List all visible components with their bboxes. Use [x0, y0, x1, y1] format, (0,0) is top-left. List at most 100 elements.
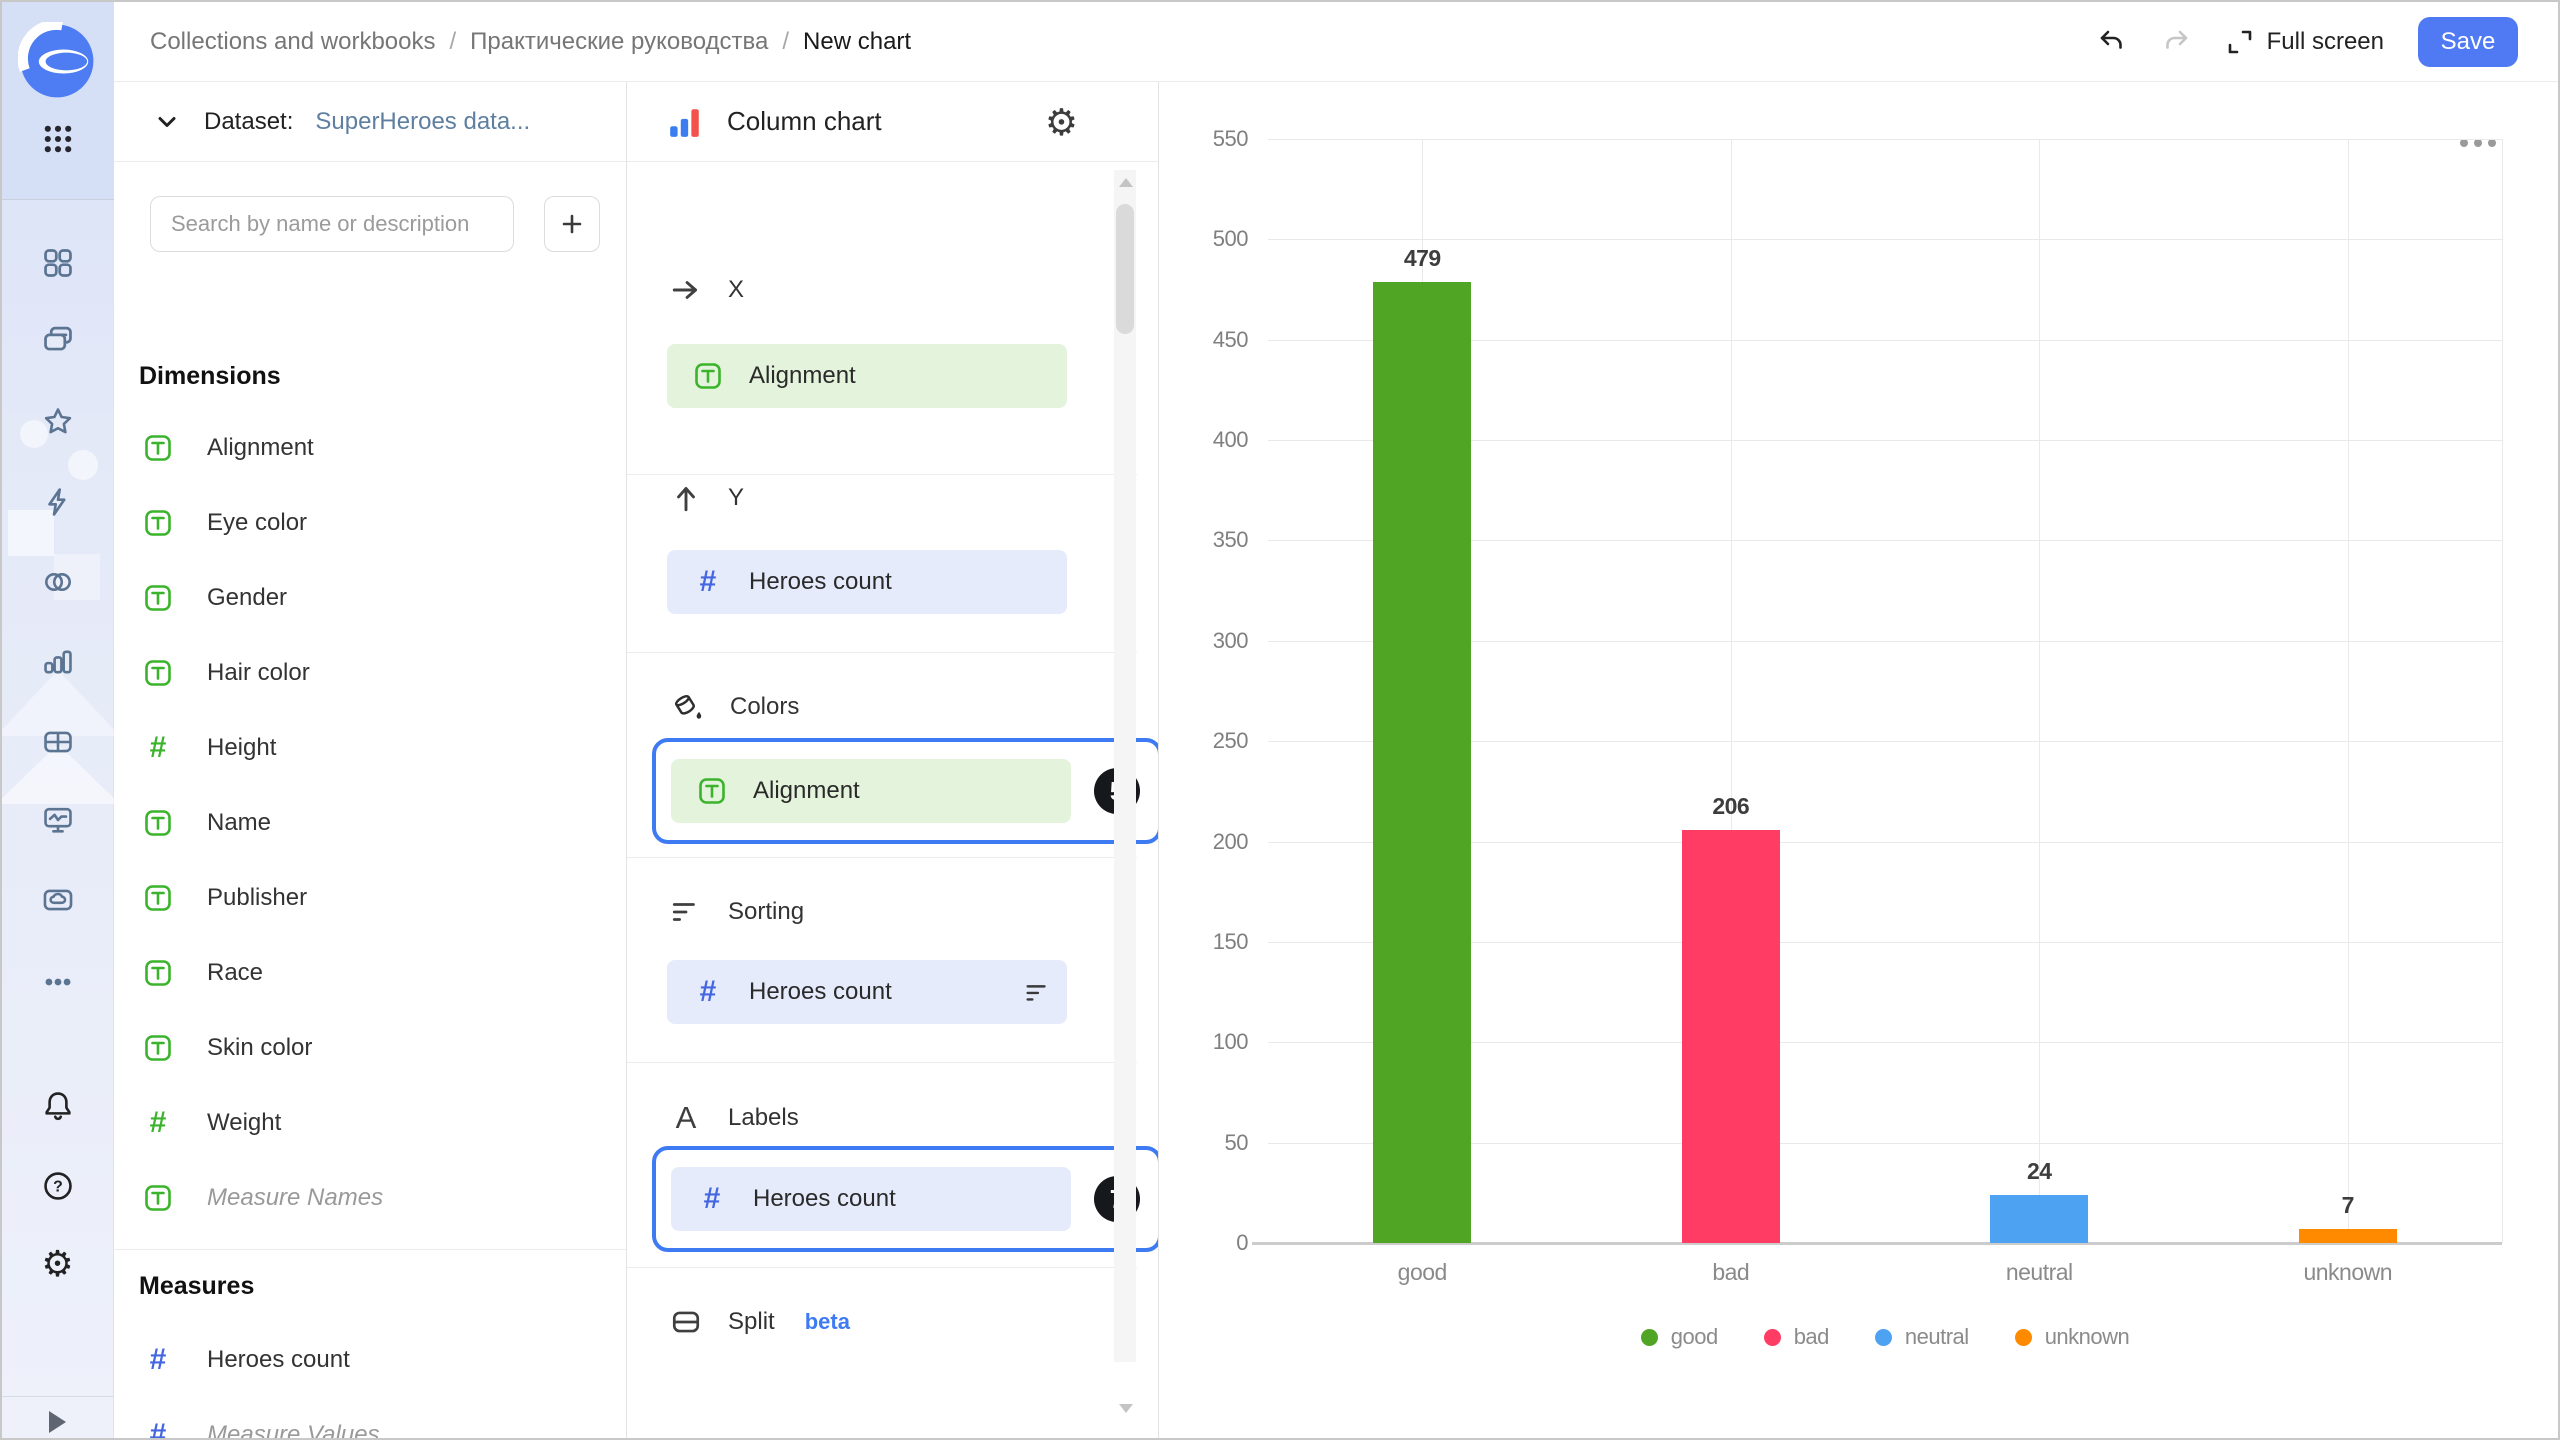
dataset-selector[interactable]: Dataset: SuperHeroes data...: [114, 82, 626, 162]
favorites-star-icon[interactable]: [41, 405, 75, 439]
chart-bar[interactable]: [2298, 1228, 2397, 1243]
gridline: [2502, 139, 2503, 1243]
number-field-icon: #: [149, 1342, 167, 1376]
field-name: Skin color: [207, 1033, 313, 1061]
text-field-icon: [693, 776, 731, 806]
measures-divider: [114, 1249, 626, 1250]
expand-rail-button[interactable]: [41, 1405, 75, 1438]
fullscreen-button[interactable]: Full screen: [2225, 27, 2384, 57]
legend-label: good: [1670, 1324, 1718, 1349]
settings-gear-icon[interactable]: ⚙: [41, 1243, 74, 1284]
gridline: [1268, 239, 2502, 241]
legend-label: bad: [1793, 1324, 1830, 1349]
arrow-up-icon: [677, 486, 695, 512]
config-scrollbar-thumb[interactable]: [1116, 204, 1134, 334]
y-axis-tick-label: 400: [1212, 427, 1249, 453]
chart-type-selector[interactable]: Column chart: [627, 82, 1158, 162]
notifications-bell-icon[interactable]: [41, 1089, 75, 1123]
chart-legend: good bad neutral unknown: [1268, 1324, 2502, 1350]
header-actions: Full screen Save: [2097, 2, 2518, 82]
measures-list: # Heroes count # Measure Values: [114, 1322, 626, 1438]
field-name: Publisher: [207, 883, 308, 911]
section-divider: [627, 474, 1137, 475]
help-icon[interactable]: ?: [41, 1169, 75, 1203]
save-button[interactable]: Save: [2418, 17, 2518, 67]
gridline: [1268, 640, 2502, 642]
field-row[interactable]: # Height: [114, 710, 626, 785]
field-row[interactable]: Measure Names: [114, 1160, 626, 1235]
gridline: [2347, 139, 2349, 1243]
labels-field-pill[interactable]: # Heroes count: [671, 1167, 1071, 1231]
datasets-icon[interactable]: [41, 565, 75, 599]
y-field-pill[interactable]: # Heroes count: [667, 550, 1067, 614]
field-row[interactable]: # Weight: [114, 1085, 626, 1160]
field-row[interactable]: Skin color: [114, 1010, 626, 1085]
legend-item[interactable]: bad: [1763, 1324, 1830, 1350]
x-field-pill[interactable]: Alignment: [667, 344, 1067, 408]
scroll-up-arrow[interactable]: [1119, 178, 1133, 187]
chart-bar[interactable]: [1990, 1194, 2089, 1243]
legend-item[interactable]: good: [1640, 1324, 1718, 1350]
undo-button[interactable]: [2097, 27, 2127, 57]
section-divider: [627, 857, 1137, 858]
sort-direction-icon[interactable]: [1023, 978, 1051, 1006]
apps-grid-icon[interactable]: [41, 122, 75, 156]
dataset-name-link[interactable]: SuperHeroes data...: [315, 107, 531, 135]
labels-a-icon: A: [675, 1100, 697, 1135]
chart-context-menu-button[interactable]: [2460, 139, 2496, 147]
breadcrumb-workbook[interactable]: Практические руководства: [470, 27, 769, 55]
number-field-icon: #: [699, 975, 717, 1008]
chart-settings-gear-icon[interactable]: ⚙: [1044, 102, 1078, 143]
gridline: [1268, 139, 2502, 140]
bar-value-label: 24: [2026, 1157, 2052, 1184]
collections-icon[interactable]: [41, 323, 75, 357]
field-row[interactable]: Hair color: [114, 635, 626, 710]
add-field-button[interactable]: [544, 196, 600, 252]
charts-icon[interactable]: [41, 645, 75, 679]
text-field-icon: [139, 433, 177, 463]
gridline: [1730, 139, 1732, 1243]
y-field-name: Heroes count: [749, 568, 892, 595]
config-scrollbar-track[interactable]: [1114, 170, 1136, 1362]
tables-icon[interactable]: [41, 725, 75, 759]
section-sorting-header: Sorting: [670, 896, 804, 928]
field-name: Hair color: [207, 658, 310, 686]
legend-item[interactable]: unknown: [2014, 1324, 2130, 1350]
y-axis-tick-label: 350: [1212, 527, 1249, 553]
datalens-logo[interactable]: [18, 22, 96, 100]
field-row[interactable]: Publisher: [114, 860, 626, 935]
text-field-icon: [139, 1183, 177, 1213]
field-row[interactable]: # Heroes count: [114, 1322, 626, 1397]
sorting-field-pill[interactable]: # Heroes count: [667, 960, 1067, 1024]
field-row[interactable]: Name: [114, 785, 626, 860]
field-row[interactable]: Gender: [114, 560, 626, 635]
text-field-icon: [139, 508, 177, 538]
field-name: Height: [207, 733, 277, 761]
field-search-input[interactable]: [150, 196, 514, 252]
legend-item[interactable]: neutral: [1874, 1324, 1969, 1350]
y-axis-tick-label: 0: [1236, 1230, 1248, 1255]
text-field-icon: [139, 583, 177, 613]
storage-folder-icon[interactable]: [41, 883, 75, 917]
x-axis-category-label: unknown: [2303, 1259, 2393, 1285]
field-row[interactable]: Race: [114, 935, 626, 1010]
monitoring-icon[interactable]: [41, 803, 75, 837]
breadcrumb-collections[interactable]: Collections and workbooks: [150, 27, 436, 55]
breadcrumb-separator: /: [449, 27, 457, 55]
dashboard-grid-icon[interactable]: [41, 246, 75, 280]
connections-lightning-icon[interactable]: [41, 485, 75, 519]
column-chart-icon: [670, 108, 699, 137]
section-split-header: Split beta: [670, 1306, 850, 1338]
chart-bar[interactable]: [1681, 829, 1780, 1243]
chart-bar[interactable]: [1373, 281, 1472, 1243]
colors-field-pill[interactable]: Alignment: [671, 759, 1071, 823]
number-field-icon: #: [699, 565, 717, 598]
field-row[interactable]: # Measure Values: [114, 1397, 626, 1438]
sorting-field-name: Heroes count: [749, 978, 892, 1005]
redo-button[interactable]: [2161, 27, 2191, 57]
field-row[interactable]: Alignment: [114, 410, 626, 485]
field-row[interactable]: Eye color: [114, 485, 626, 560]
more-options-icon[interactable]: [41, 965, 75, 999]
scroll-down-arrow[interactable]: [1119, 1404, 1133, 1413]
